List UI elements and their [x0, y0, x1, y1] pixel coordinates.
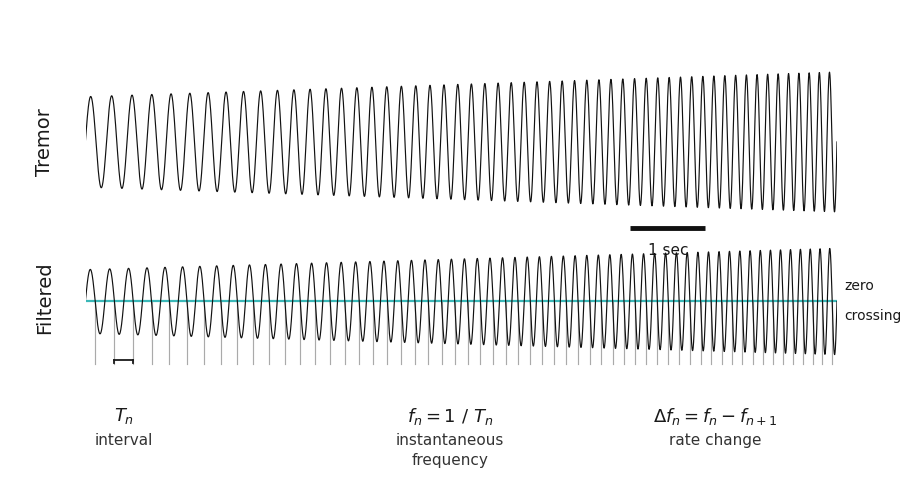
Text: rate change: rate change — [670, 433, 761, 448]
Text: Filtered: Filtered — [35, 261, 54, 334]
Text: crossing: crossing — [844, 309, 900, 323]
Text: instantaneous: instantaneous — [396, 433, 504, 448]
Text: Tremor: Tremor — [35, 108, 54, 176]
Text: 1 sec: 1 sec — [648, 243, 688, 258]
Text: $\Delta f_n = f_n - f_{n+1}$: $\Delta f_n = f_n - f_{n+1}$ — [653, 406, 778, 427]
Text: $f_n = 1\ /\ T_n$: $f_n = 1\ /\ T_n$ — [407, 406, 493, 427]
Text: zero: zero — [844, 279, 875, 293]
Text: interval: interval — [94, 433, 153, 448]
Text: frequency: frequency — [411, 453, 489, 468]
Text: $T_n$: $T_n$ — [113, 406, 134, 426]
